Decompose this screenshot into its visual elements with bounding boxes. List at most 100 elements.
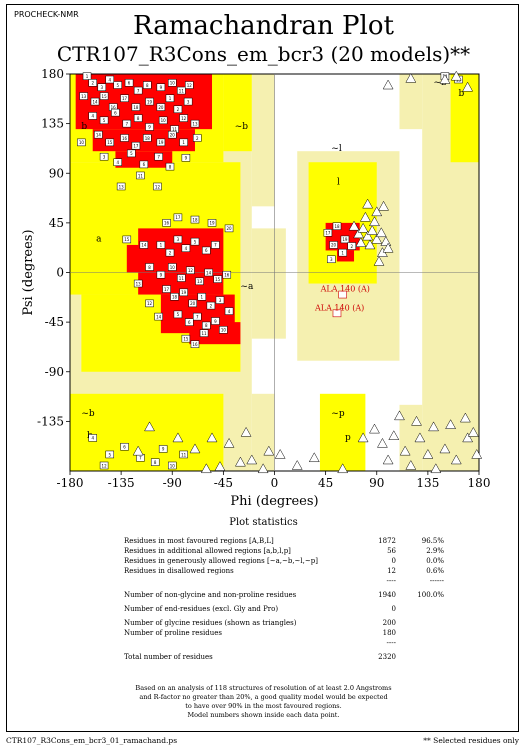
stats-label: Total number of residues bbox=[124, 653, 213, 661]
region-label: ~l bbox=[331, 144, 342, 154]
residue-point: 20 bbox=[168, 130, 177, 139]
residue-point: 7 bbox=[154, 152, 163, 161]
stats-label: Residues in disallowed regions bbox=[124, 567, 234, 575]
residue-point: 1 bbox=[165, 94, 175, 103]
residue-point: 20 bbox=[156, 103, 166, 111]
residue-point: 17 bbox=[173, 213, 183, 222]
glycine-point bbox=[189, 443, 201, 454]
program-name: PROCHECK-NMR bbox=[14, 10, 79, 19]
svg-text:9: 9 bbox=[185, 156, 188, 161]
residue-point: 3 bbox=[183, 97, 193, 106]
svg-text:19: 19 bbox=[209, 221, 215, 226]
residue-point: 19 bbox=[340, 235, 350, 244]
residue-point: 17 bbox=[131, 141, 141, 150]
highlighted-point bbox=[338, 290, 347, 299]
ramachandran-plot: b~b~lla~a~bb~pp~bb 123456789101112131415… bbox=[21, 67, 490, 509]
residue-point: 14 bbox=[154, 312, 163, 321]
stats-count: 200 bbox=[382, 619, 396, 627]
residue-point: 5 bbox=[127, 149, 136, 158]
residue-point: 15 bbox=[213, 275, 222, 283]
stats-row: Number of glycine residues (shown as tri… bbox=[124, 619, 444, 629]
y-axis-label: Psi (degrees) bbox=[21, 229, 36, 315]
residue-point: 6 bbox=[202, 246, 211, 255]
residue-point: 1 bbox=[82, 72, 92, 80]
chart-subtitle: CTR107_R3Cons_em_bcr3 (20 models)** bbox=[56, 42, 471, 66]
residue-point: 6 bbox=[120, 442, 129, 451]
svg-text:10: 10 bbox=[161, 118, 167, 123]
glycine-point bbox=[371, 206, 383, 217]
svg-text:13: 13 bbox=[197, 279, 203, 284]
stats-label: Number of non-glycine and non-proline re… bbox=[124, 591, 297, 599]
axes-layer: -180 -135 -90 -45 0 45 90 135 18018013590450-45-… bbox=[21, 67, 490, 509]
svg-text:8: 8 bbox=[169, 164, 172, 169]
residue-point: 4 bbox=[88, 434, 97, 442]
residue-point: 13 bbox=[133, 279, 143, 288]
glycine-point bbox=[364, 239, 376, 250]
x-tick-label: -45 bbox=[214, 476, 233, 490]
svg-text:1: 1 bbox=[86, 74, 89, 79]
residue-point: 2 bbox=[173, 105, 183, 114]
stats-row: Total number of residues 2320 bbox=[124, 653, 444, 663]
stats-row: Number of non-glycine and non-proline re… bbox=[124, 591, 444, 601]
region-label: ~b bbox=[81, 409, 95, 419]
svg-text:14: 14 bbox=[96, 132, 102, 137]
svg-text:9: 9 bbox=[160, 273, 163, 278]
glycine-point bbox=[414, 432, 426, 443]
svg-text:12: 12 bbox=[155, 184, 161, 189]
svg-text:2: 2 bbox=[177, 107, 180, 112]
svg-text:9: 9 bbox=[162, 447, 165, 452]
residue-point: 4 bbox=[105, 75, 115, 84]
glycine-point bbox=[348, 220, 360, 231]
svg-text:18: 18 bbox=[133, 105, 139, 110]
stats-row: Residues in most favoured regions [A,B,L… bbox=[124, 537, 444, 547]
glycine-point bbox=[369, 423, 380, 434]
svg-text:11: 11 bbox=[172, 127, 178, 132]
x-tick-label: 45 bbox=[318, 476, 333, 490]
svg-text:4: 4 bbox=[185, 246, 188, 251]
glycine-point bbox=[362, 198, 374, 209]
region-label: b bbox=[459, 89, 465, 99]
residue-point: 20 bbox=[329, 241, 338, 249]
residue-point: 13 bbox=[79, 92, 88, 100]
glycine-point bbox=[357, 432, 369, 443]
residue-point: 11 bbox=[177, 274, 186, 282]
svg-text:11: 11 bbox=[179, 276, 185, 281]
residue-point: 7 bbox=[133, 86, 143, 95]
stats-table: Residues in most favoured regions [A,B,L… bbox=[124, 537, 444, 663]
residue-point: 5 bbox=[190, 237, 200, 246]
stats-percent: 96.5% bbox=[421, 537, 444, 545]
stats-count: 12 bbox=[387, 567, 396, 575]
residue-point: 5 bbox=[99, 116, 109, 125]
svg-text:11: 11 bbox=[202, 331, 208, 336]
svg-text:3: 3 bbox=[330, 257, 333, 262]
residue-point: 14 bbox=[139, 241, 149, 249]
svg-text:13: 13 bbox=[119, 184, 125, 189]
residue-point: 4 bbox=[88, 112, 97, 120]
glycine-point bbox=[439, 443, 451, 454]
residue-point: 8 bbox=[143, 81, 152, 89]
svg-text:12: 12 bbox=[181, 116, 187, 121]
stats-percent: 0.6% bbox=[426, 567, 444, 575]
residue-point: 17 bbox=[162, 285, 171, 293]
stats-percent: ------ bbox=[429, 577, 444, 585]
x-tick-label: 180 bbox=[468, 476, 491, 490]
svg-text:8: 8 bbox=[205, 323, 208, 328]
svg-text:8: 8 bbox=[146, 83, 149, 88]
residue-point: 1 bbox=[179, 138, 188, 147]
glycine-point bbox=[377, 437, 388, 448]
stats-percent: 0.0% bbox=[426, 557, 444, 565]
residue-point: 12 bbox=[145, 299, 154, 308]
stats-count: 56 bbox=[387, 547, 396, 555]
residue-point: 10 bbox=[158, 116, 168, 125]
residue-point: 18 bbox=[190, 215, 200, 224]
stats-row: Number of proline residues 180 bbox=[124, 629, 444, 639]
svg-text:5: 5 bbox=[130, 151, 133, 156]
svg-text:18: 18 bbox=[145, 136, 151, 141]
residue-point: 9 bbox=[181, 154, 191, 162]
residue-point: 20 bbox=[188, 299, 197, 308]
y-tick-label: -135 bbox=[37, 414, 64, 428]
chart-title: Ramachandran Plot bbox=[133, 11, 394, 41]
residue-point: 9 bbox=[156, 270, 166, 279]
generous-region bbox=[399, 74, 423, 130]
residue-point: 13 bbox=[116, 182, 126, 191]
